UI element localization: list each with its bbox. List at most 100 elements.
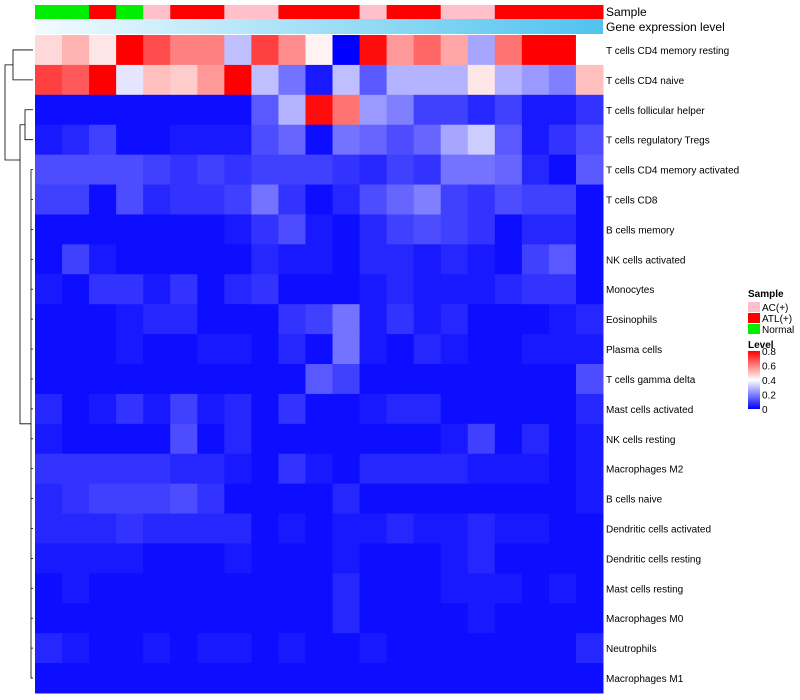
heatmap-cell bbox=[440, 393, 469, 425]
heatmap-cell bbox=[278, 633, 306, 664]
heatmap-cell bbox=[413, 304, 442, 335]
heatmap-cell bbox=[35, 663, 63, 694]
heatmap-cell bbox=[332, 603, 361, 634]
heatmap-cell bbox=[143, 663, 171, 694]
heatmap-cell bbox=[494, 274, 523, 305]
heatmap-cell bbox=[575, 304, 604, 335]
heatmap-cell bbox=[359, 573, 388, 604]
heatmap-cell bbox=[575, 364, 604, 395]
heatmap-cell bbox=[494, 423, 523, 455]
heatmap-cell bbox=[62, 663, 90, 694]
sample-annotation-cell bbox=[197, 5, 225, 19]
heatmap-cell bbox=[224, 453, 252, 485]
heatmap-cell bbox=[89, 513, 117, 544]
heatmap-cell bbox=[386, 244, 415, 275]
heatmap-cell bbox=[359, 483, 388, 515]
sample-legend-title: Sample bbox=[748, 289, 784, 300]
heatmap-cell bbox=[197, 633, 225, 664]
heatmap-cell bbox=[224, 543, 252, 574]
heatmap-cell bbox=[305, 603, 334, 634]
heatmap-cell bbox=[575, 94, 604, 126]
heatmap-cell bbox=[143, 35, 171, 66]
heatmap-cell bbox=[440, 573, 469, 604]
row-label: NK cells resting bbox=[606, 435, 675, 446]
heatmap-cell bbox=[386, 154, 415, 186]
heatmap-cell bbox=[278, 483, 306, 515]
heatmap-cell bbox=[170, 393, 198, 425]
heatmap-cell bbox=[332, 94, 361, 126]
heatmap-cell bbox=[197, 453, 225, 485]
heatmap-cell bbox=[386, 483, 415, 515]
heatmap-cell bbox=[251, 244, 279, 275]
heatmap-cell bbox=[197, 64, 225, 96]
heatmap-cell bbox=[251, 513, 279, 544]
heatmap-cell bbox=[116, 393, 144, 425]
heatmap-cell bbox=[278, 453, 306, 485]
heatmap-cell bbox=[143, 124, 171, 156]
heatmap-cell bbox=[440, 364, 469, 395]
heatmap-cell bbox=[359, 453, 388, 485]
heatmap-cell bbox=[467, 453, 496, 485]
dendrogram-branch bbox=[19, 124, 31, 425]
heatmap-cell bbox=[359, 663, 388, 694]
row-label: Dendritic cells resting bbox=[606, 554, 701, 565]
heatmap-cell bbox=[521, 393, 550, 425]
heatmap-cell bbox=[116, 35, 144, 66]
heatmap-cell bbox=[170, 513, 198, 544]
heatmap-cell bbox=[305, 663, 334, 694]
heatmap-cell bbox=[278, 244, 306, 275]
heatmap-cell bbox=[278, 334, 306, 365]
heatmap-cell bbox=[305, 244, 334, 275]
heatmap-cell bbox=[494, 94, 523, 126]
heatmap-cell bbox=[494, 124, 523, 156]
heatmap-cell bbox=[143, 64, 171, 96]
heatmap-cell bbox=[467, 483, 496, 515]
heatmap-cell bbox=[116, 364, 144, 395]
dendrogram-branch bbox=[4, 64, 20, 161]
heatmap-cell bbox=[440, 124, 469, 156]
heatmap-cell bbox=[224, 244, 252, 275]
heatmap-cell bbox=[143, 334, 171, 365]
heatmap-cell bbox=[143, 603, 171, 634]
heatmap-cell bbox=[413, 423, 442, 455]
heatmap-cell bbox=[35, 633, 63, 664]
heatmap-cell bbox=[35, 274, 63, 305]
heatmap-cell bbox=[251, 154, 279, 186]
heatmap-cell bbox=[494, 64, 523, 96]
heatmap-cell bbox=[224, 304, 252, 335]
heatmap-cell bbox=[62, 603, 90, 634]
heatmap-cell bbox=[35, 423, 63, 455]
heatmap-cell bbox=[305, 184, 334, 215]
heatmap-cell bbox=[35, 453, 63, 485]
heatmap-cell bbox=[413, 364, 442, 395]
heatmap-cell bbox=[143, 244, 171, 275]
heatmap-cell bbox=[35, 154, 63, 186]
heatmap-cell bbox=[386, 274, 415, 305]
heatmap-cell bbox=[35, 543, 63, 574]
heatmap-cell bbox=[224, 603, 252, 634]
heatmap-cell bbox=[89, 184, 117, 215]
heatmap-cell bbox=[575, 573, 604, 604]
heatmap-cell bbox=[413, 274, 442, 305]
heatmap-cell bbox=[494, 214, 523, 245]
heatmap-cell bbox=[467, 214, 496, 245]
heatmap-cell bbox=[35, 364, 63, 395]
heatmap-cell bbox=[413, 214, 442, 245]
heatmap-cell bbox=[548, 633, 577, 664]
heatmap-cell bbox=[278, 393, 306, 425]
heatmap-cell bbox=[413, 483, 442, 515]
heatmap-cell bbox=[278, 603, 306, 634]
heatmap-cell bbox=[440, 633, 469, 664]
heatmap-cell bbox=[62, 453, 90, 485]
row-label: T cells follicular helper bbox=[606, 106, 705, 117]
heatmap-cell bbox=[467, 94, 496, 126]
heatmap-cell bbox=[89, 154, 117, 186]
heatmap-cell bbox=[170, 423, 198, 455]
heatmap-cell bbox=[413, 334, 442, 365]
heatmap-cell bbox=[116, 423, 144, 455]
heatmap-cell bbox=[224, 35, 252, 66]
heatmap-cell bbox=[494, 244, 523, 275]
heatmap-cell bbox=[35, 244, 63, 275]
heatmap-cell bbox=[359, 35, 388, 66]
level-legend-tick: 0.2 bbox=[762, 391, 776, 402]
